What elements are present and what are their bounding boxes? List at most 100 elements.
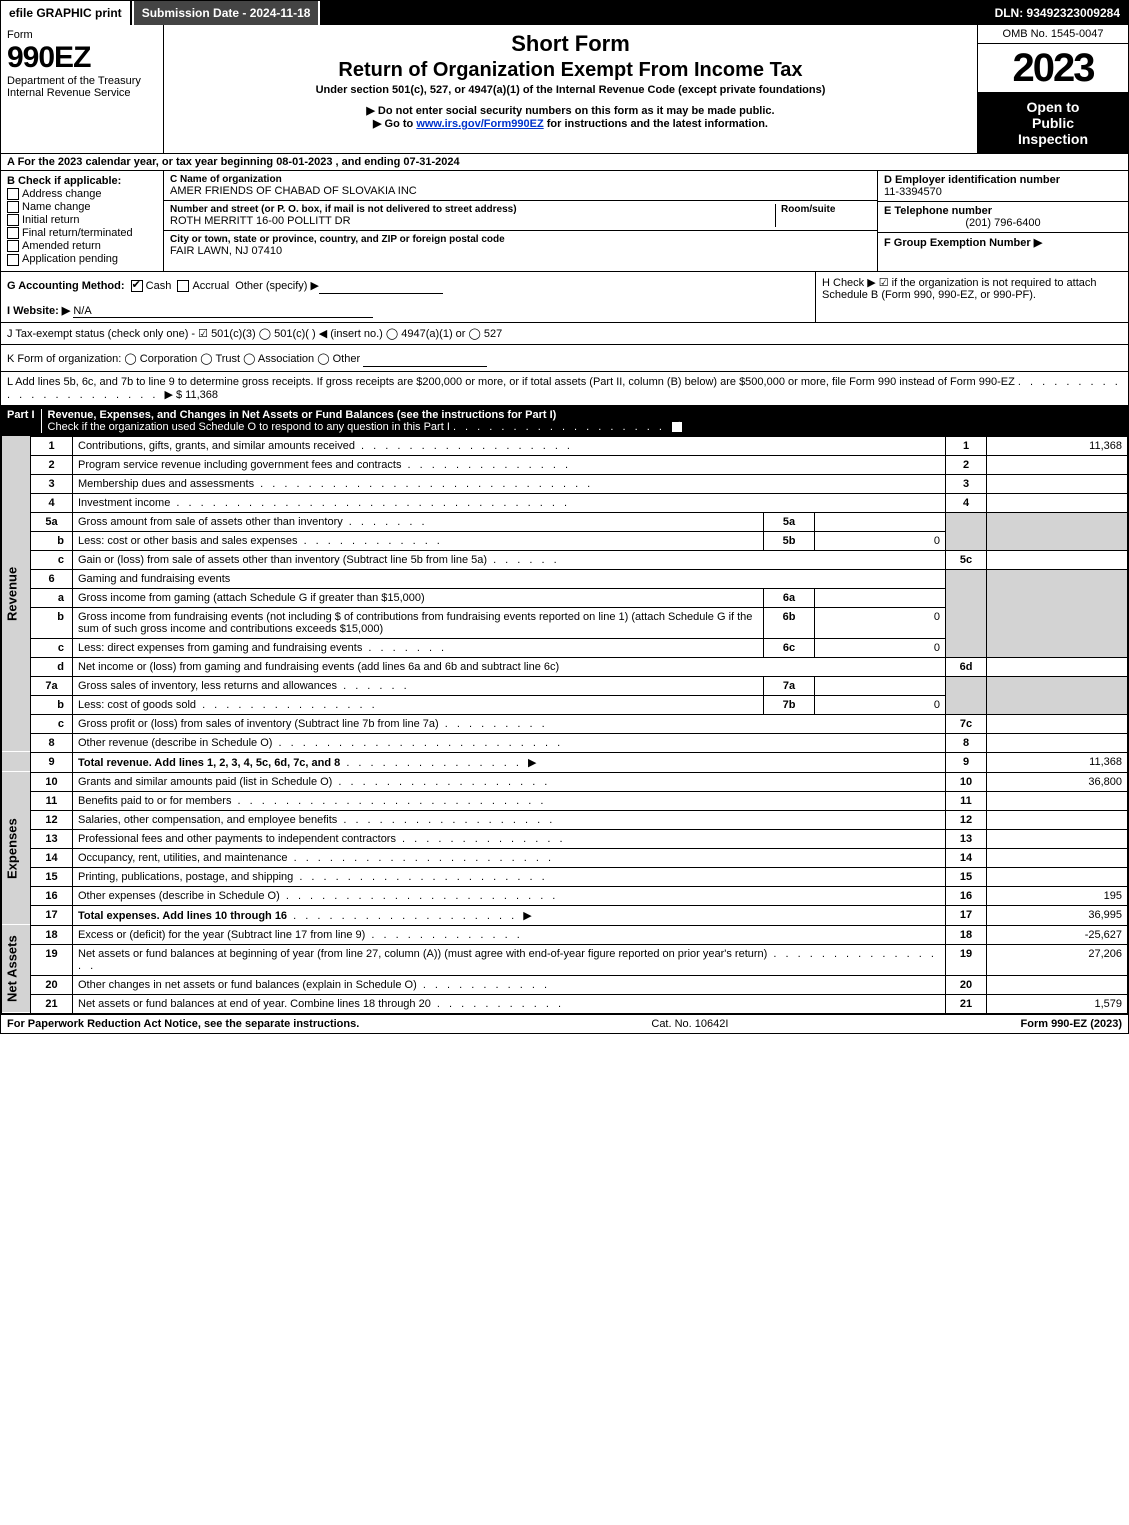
l5b-mbox: 5b (764, 531, 815, 550)
cb-accrual[interactable] (177, 280, 189, 292)
footer-right: Form 990-EZ (2023) (1021, 1018, 1122, 1030)
l15-val (987, 867, 1128, 886)
form-number: 990EZ (7, 41, 157, 75)
cb-final-return[interactable]: Final return/terminated (7, 227, 157, 239)
lbl-cash: Cash (146, 280, 172, 292)
form-container: efile GRAPHIC print Submission Date - 20… (0, 0, 1129, 1034)
l9-desc: Total revenue. Add lines 1, 2, 3, 4, 5c,… (73, 752, 946, 772)
side-expenses: Expenses (2, 772, 31, 925)
topbar: efile GRAPHIC print Submission Date - 20… (1, 1, 1128, 25)
l14-val (987, 848, 1128, 867)
lbl-city: City or town, state or province, country… (170, 234, 871, 245)
form-label: Form (7, 29, 157, 41)
l6c-mval: 0 (815, 638, 946, 657)
lbl-org-name: C Name of organization (170, 174, 871, 185)
l2-desc: Program service revenue including govern… (73, 455, 946, 474)
sec-b-label: B Check if applicable: (7, 175, 157, 187)
l17-num: 17 (31, 905, 73, 925)
l4-box: 4 (946, 493, 987, 512)
org-addr: ROTH MERRITT 16-00 POLLITT DR (170, 215, 775, 227)
l15-box: 15 (946, 867, 987, 886)
l17-val: 36,995 (987, 905, 1128, 925)
footer-left: For Paperwork Reduction Act Notice, see … (7, 1018, 359, 1030)
lbl-accrual: Accrual (192, 280, 229, 292)
l10-val: 36,800 (987, 772, 1128, 791)
org-city: FAIR LAWN, NJ 07410 (170, 245, 871, 257)
l5a-mval (815, 512, 946, 531)
cb-address-change[interactable]: Address change (7, 188, 157, 200)
side-rev-end (2, 752, 31, 772)
l3-box: 3 (946, 474, 987, 493)
input-other-method[interactable] (319, 276, 443, 294)
cb-name-change[interactable]: Name change (7, 201, 157, 213)
l16-box: 16 (946, 886, 987, 905)
l20-desc: Other changes in net assets or fund bala… (73, 975, 946, 994)
section-k: K Form of organization: ◯ Corporation ◯ … (1, 345, 1128, 372)
cb-cash[interactable] (131, 280, 143, 292)
irs-link[interactable]: www.irs.gov/Form990EZ (416, 118, 543, 130)
input-other-org[interactable] (363, 349, 487, 367)
l6-graybox (946, 569, 987, 657)
note-goto: ▶ Go to www.irs.gov/Form990EZ for instru… (170, 117, 971, 130)
l8-val (987, 733, 1128, 752)
section-h: H Check ▶ ☑ if the organization is not r… (815, 272, 1128, 322)
l4-num: 4 (31, 493, 73, 512)
l18-num: 18 (31, 925, 73, 944)
l18-desc: Excess or (deficit) for the year (Subtra… (73, 925, 946, 944)
addr-block: Number and street (or P. O. box, if mail… (164, 201, 877, 231)
l4-desc: Investment income . . . . . . . . . . . … (73, 493, 946, 512)
l2-val (987, 455, 1128, 474)
l15-desc: Printing, publications, postage, and shi… (73, 867, 946, 886)
subtitle: Under section 501(c), 527, or 4947(a)(1)… (170, 84, 971, 96)
l7a-desc: Gross sales of inventory, less returns a… (73, 676, 764, 695)
l7ab-graybox (946, 676, 987, 714)
l13-num: 13 (31, 829, 73, 848)
l6d-desc: Net income or (loss) from gaming and fun… (73, 657, 946, 676)
open-line2: Public (984, 115, 1122, 131)
cb-amended-return[interactable]: Amended return (7, 240, 157, 252)
header-right: OMB No. 1545-0047 2023 Open to Public In… (977, 25, 1128, 153)
l17-box: 17 (946, 905, 987, 925)
l2-box: 2 (946, 455, 987, 474)
l11-desc: Benefits paid to or for members . . . . … (73, 791, 946, 810)
l7c-desc: Gross profit or (loss) from sales of inv… (73, 714, 946, 733)
efile-print-label[interactable]: efile GRAPHIC print (1, 1, 132, 25)
lbl-accounting: G Accounting Method: (7, 280, 125, 292)
dept-irs: Internal Revenue Service (7, 87, 157, 99)
city-block: City or town, state or province, country… (164, 231, 877, 260)
l6c-num: c (31, 638, 73, 657)
lbl-website: I Website: ▶ (7, 305, 70, 317)
l13-desc: Professional fees and other payments to … (73, 829, 946, 848)
l10-desc: Grants and similar amounts paid (list in… (73, 772, 946, 791)
l21-box: 21 (946, 994, 987, 1013)
l21-desc: Net assets or fund balances at end of ye… (73, 994, 946, 1013)
cb-schedule-o[interactable] (671, 421, 683, 433)
cb-application-pending[interactable]: Application pending (7, 253, 157, 265)
l13-box: 13 (946, 829, 987, 848)
title-return: Return of Organization Exempt From Incom… (170, 59, 971, 82)
l7a-mval (815, 676, 946, 695)
l3-desc: Membership dues and assessments . . . . … (73, 474, 946, 493)
l5b-desc: Less: cost or other basis and sales expe… (73, 531, 764, 550)
l6-grayval (987, 569, 1128, 657)
section-j: J Tax-exempt status (check only one) - ☑… (1, 323, 1128, 345)
l7b-mbox: 7b (764, 695, 815, 714)
l17-desc: Total expenses. Add lines 10 through 16 … (73, 905, 946, 925)
l7c-val (987, 714, 1128, 733)
section-def: D Employer identification number 11-3394… (877, 171, 1128, 271)
sec-l-text: L Add lines 5b, 6c, and 7b to line 9 to … (7, 376, 1015, 388)
section-g: G Accounting Method: Cash Accrual Other … (1, 272, 815, 322)
l1-val: 11,368 (987, 436, 1128, 455)
l19-val: 27,206 (987, 944, 1128, 975)
l6c-mbox: 6c (764, 638, 815, 657)
l8-box: 8 (946, 733, 987, 752)
note-goto-pre: ▶ Go to (373, 118, 416, 130)
form-header: Form 990EZ Department of the Treasury In… (1, 25, 1128, 154)
section-f: F Group Exemption Number ▶ (878, 233, 1128, 252)
l11-val (987, 791, 1128, 810)
l7a-mbox: 7a (764, 676, 815, 695)
cb-initial-return[interactable]: Initial return (7, 214, 157, 226)
lbl-phone: E Telephone number (884, 205, 1122, 217)
l6d-box: 6d (946, 657, 987, 676)
part1-sub: Check if the organization used Schedule … (48, 421, 450, 433)
